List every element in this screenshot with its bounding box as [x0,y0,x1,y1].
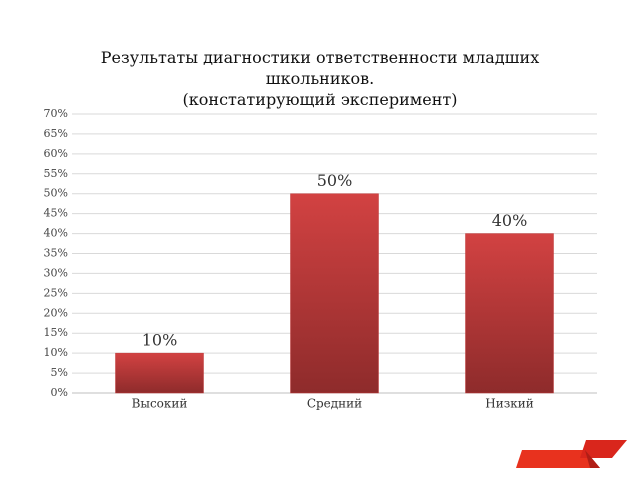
chart-subtitle: (констатирующий эксперимент) [182,90,458,109]
title-block: Результаты диагностики ответственности м… [60,47,580,110]
data-label: 40% [492,211,528,230]
x-tick-label: Высокий [132,397,188,411]
y-tick-label: 25% [44,286,68,299]
y-tick-label: 20% [44,306,68,319]
y-tick-label: 0% [51,386,68,399]
chart-title: Результаты диагностики ответственности м… [100,48,540,88]
y-tick-label: 60% [44,147,68,160]
y-tick-label: 40% [44,227,68,240]
y-tick-label: 10% [44,346,68,359]
y-tick-label: 30% [44,266,68,279]
data-label: 10% [142,331,178,350]
y-tick-label: 5% [51,366,68,379]
y-tick-label: 65% [44,127,68,140]
decoration [516,440,627,468]
data-label: 50% [317,171,353,190]
y-tick-label: 45% [44,207,68,220]
bar [290,193,379,394]
y-tick-label: 70% [44,107,68,120]
bar [465,233,554,394]
x-tick-label: Низкий [485,397,534,411]
x-tick-label: Средний [307,397,362,411]
y-tick-label: 15% [44,326,68,339]
bar [115,352,204,394]
y-tick-label: 35% [44,247,68,260]
y-tick-label: 55% [44,167,68,180]
y-tick-label: 50% [44,187,68,200]
